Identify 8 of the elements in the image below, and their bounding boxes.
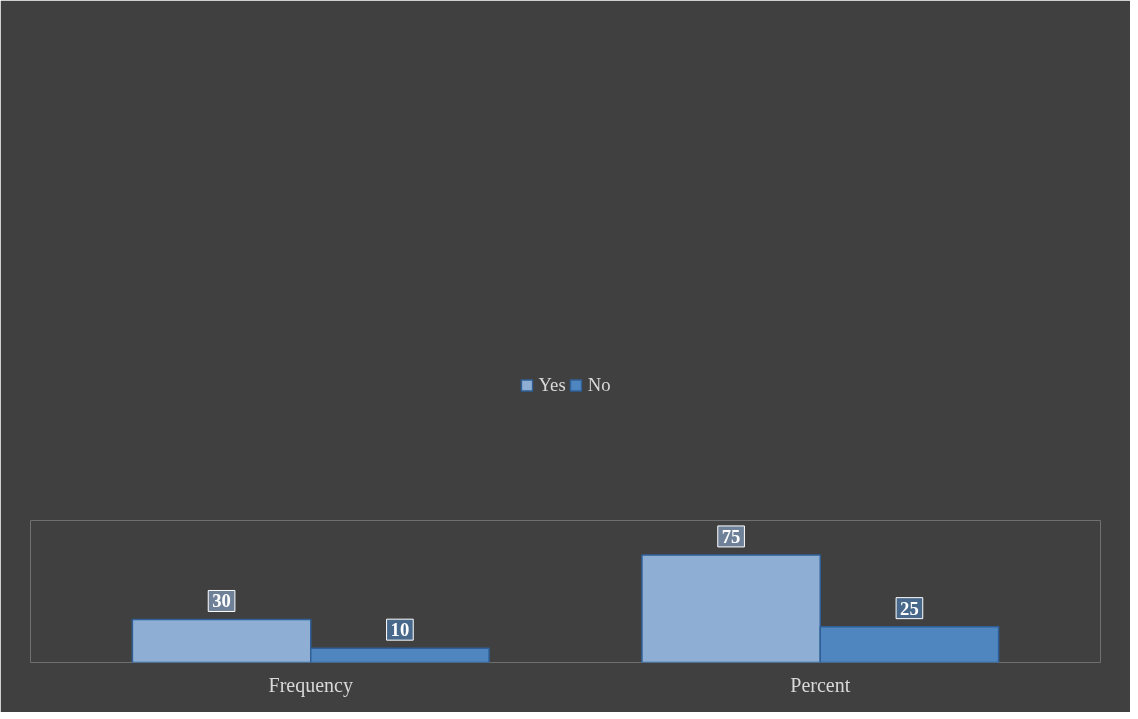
data-label: 30	[212, 590, 231, 612]
data-label: 10	[390, 619, 410, 641]
legend-label: No	[587, 373, 611, 396]
data-label: 25	[900, 597, 919, 619]
x-tick-label: Frequency	[268, 673, 353, 697]
x-tick-label: Percent	[790, 673, 851, 696]
legend-label: Yes	[538, 373, 566, 396]
data-label: 75	[721, 525, 741, 547]
